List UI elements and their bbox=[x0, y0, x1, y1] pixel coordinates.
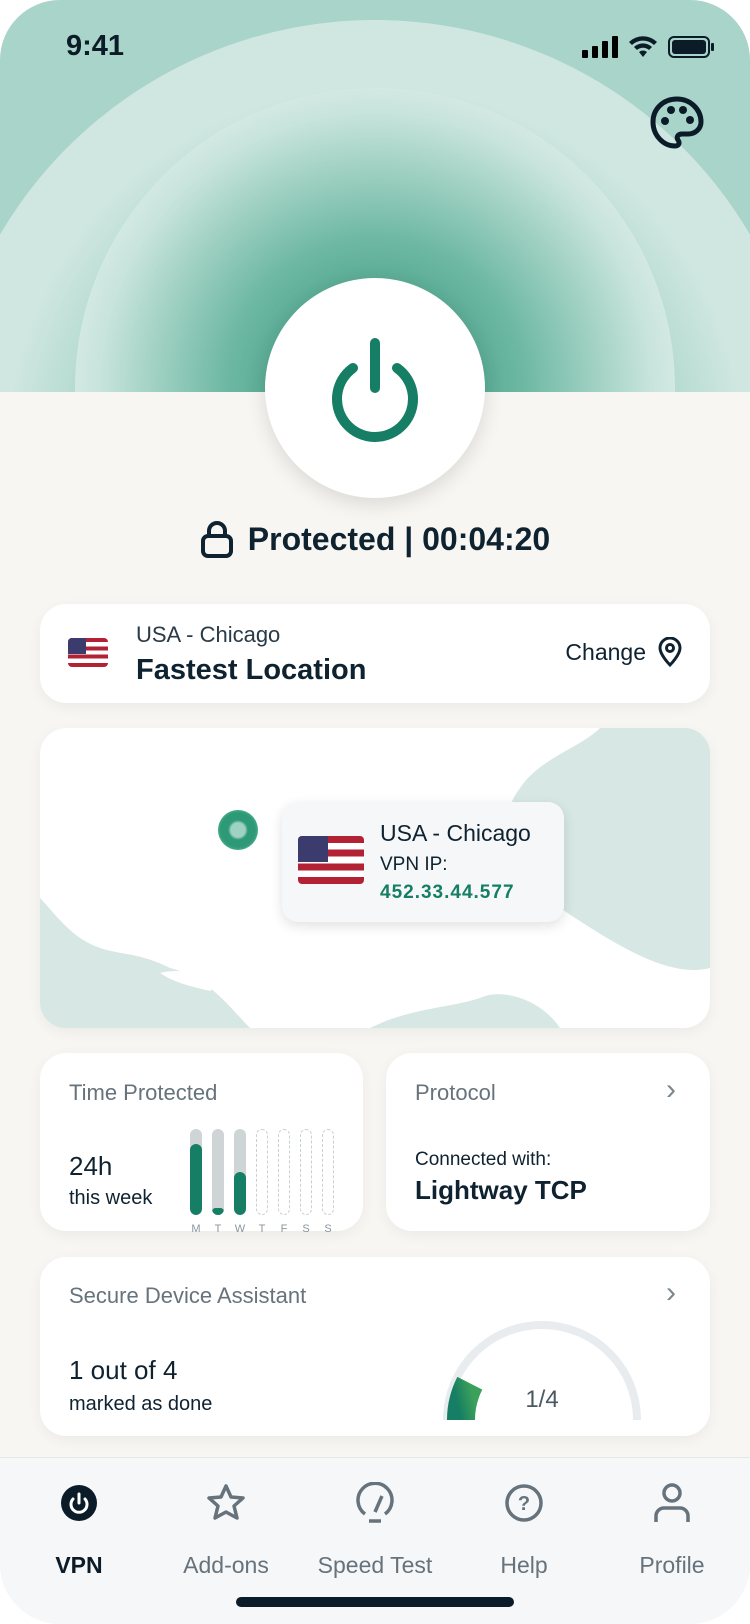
tooltip-ip: 452.33.44.577 bbox=[380, 882, 515, 903]
lock-icon bbox=[200, 521, 233, 558]
location-pin-icon bbox=[658, 637, 682, 667]
status-bar: 9:41 bbox=[0, 28, 750, 68]
chevron-right-icon: › bbox=[666, 1073, 676, 1106]
location-name: Fastest Location bbox=[136, 654, 367, 686]
tab-label: Speed Test bbox=[317, 1552, 433, 1578]
power-icon bbox=[61, 1485, 97, 1521]
home-indicator[interactable] bbox=[236, 1597, 514, 1607]
day-bar bbox=[256, 1129, 268, 1215]
assistant-value: 1 out of 4 bbox=[69, 1355, 178, 1385]
tooltip-ip-label: VPN IP: bbox=[380, 854, 448, 875]
tab-label: VPN bbox=[55, 1552, 103, 1578]
hero-background bbox=[0, 0, 750, 392]
secure-device-assistant-card[interactable]: Secure Device Assistant › 1 out of 4 mar… bbox=[40, 1257, 710, 1436]
day-bar-fill bbox=[212, 1208, 224, 1215]
progress-gauge: 1/4 bbox=[443, 1321, 641, 1421]
gauge-label: 1/4 bbox=[525, 1386, 558, 1413]
time-protected-subtitle: this week bbox=[69, 1187, 153, 1209]
tab-speed-test[interactable]: Speed Test bbox=[300, 1480, 450, 1579]
speedometer-icon bbox=[356, 1482, 394, 1523]
day-bar-fill bbox=[190, 1144, 202, 1215]
help-icon: ? bbox=[505, 1484, 543, 1522]
tab-profile[interactable]: Profile bbox=[597, 1480, 747, 1579]
gauge-fill bbox=[447, 1376, 483, 1421]
protocol-title: Protocol bbox=[415, 1080, 496, 1105]
tab-label: Add-ons bbox=[183, 1552, 269, 1578]
tab-help[interactable]: ? Help bbox=[449, 1480, 599, 1579]
location-card[interactable]: USA - Chicago Fastest Location Change bbox=[40, 604, 710, 703]
location-tooltip: USA - Chicago VPN IP: 452.33.44.577 bbox=[282, 802, 564, 922]
protocol-value: Lightway TCP bbox=[415, 1175, 587, 1205]
time-protected-title: Time Protected bbox=[69, 1080, 218, 1105]
day-bar bbox=[278, 1129, 290, 1215]
usa-flag-icon bbox=[68, 638, 108, 667]
day-bar-fill bbox=[234, 1172, 246, 1215]
connection-status: Protected | 00:04:20 bbox=[0, 520, 750, 558]
assistant-title: Secure Device Assistant bbox=[69, 1283, 307, 1308]
tooltip-location: USA - Chicago bbox=[380, 820, 531, 846]
change-location-button[interactable]: Change bbox=[565, 637, 682, 667]
day-label: W bbox=[234, 1223, 246, 1235]
power-icon bbox=[332, 338, 418, 442]
day-bar bbox=[300, 1129, 312, 1215]
profile-icon bbox=[654, 1483, 690, 1522]
location-marker[interactable] bbox=[218, 810, 258, 850]
usa-flag-icon bbox=[298, 836, 364, 884]
day-label: S bbox=[302, 1223, 310, 1235]
svg-text:?: ? bbox=[518, 1493, 530, 1515]
day-label: M bbox=[191, 1223, 201, 1235]
day-bar bbox=[234, 1129, 246, 1215]
assistant-subtitle: marked as done bbox=[69, 1393, 213, 1415]
map-card[interactable]: USA - Chicago VPN IP: 452.33.44.577 bbox=[40, 728, 710, 1028]
chevron-right-icon: › bbox=[666, 1276, 676, 1309]
star-icon bbox=[207, 1484, 245, 1520]
day-label: F bbox=[280, 1223, 288, 1235]
tab-bar: VPN Add-ons Speed Test ? Help Profile bbox=[0, 1457, 750, 1624]
connection-status-text: Protected | 00:04:20 bbox=[247, 520, 551, 557]
status-time: 9:41 bbox=[66, 30, 125, 62]
day-label: S bbox=[324, 1223, 332, 1235]
tab-add-ons[interactable]: Add-ons bbox=[151, 1480, 301, 1579]
tab-label: Profile bbox=[639, 1552, 705, 1578]
tab-label: Help bbox=[500, 1552, 548, 1578]
day-bar bbox=[190, 1129, 202, 1215]
time-protected-value: 24h bbox=[69, 1151, 113, 1181]
connect-power-button[interactable] bbox=[265, 278, 485, 498]
protocol-card[interactable]: Protocol › Connected with: Lightway TCP bbox=[386, 1053, 710, 1231]
signal-icon bbox=[582, 36, 618, 58]
day-bar bbox=[212, 1129, 224, 1215]
protocol-label: Connected with: bbox=[415, 1149, 552, 1170]
wifi-icon bbox=[629, 36, 657, 57]
tab-vpn[interactable]: VPN bbox=[4, 1480, 154, 1579]
day-label: T bbox=[214, 1223, 222, 1235]
battery-icon bbox=[668, 36, 714, 58]
day-label: T bbox=[258, 1223, 266, 1235]
location-country-city: USA - Chicago bbox=[136, 622, 281, 647]
palette-icon[interactable] bbox=[648, 94, 706, 152]
day-bar bbox=[322, 1129, 334, 1215]
change-label: Change bbox=[565, 638, 646, 665]
